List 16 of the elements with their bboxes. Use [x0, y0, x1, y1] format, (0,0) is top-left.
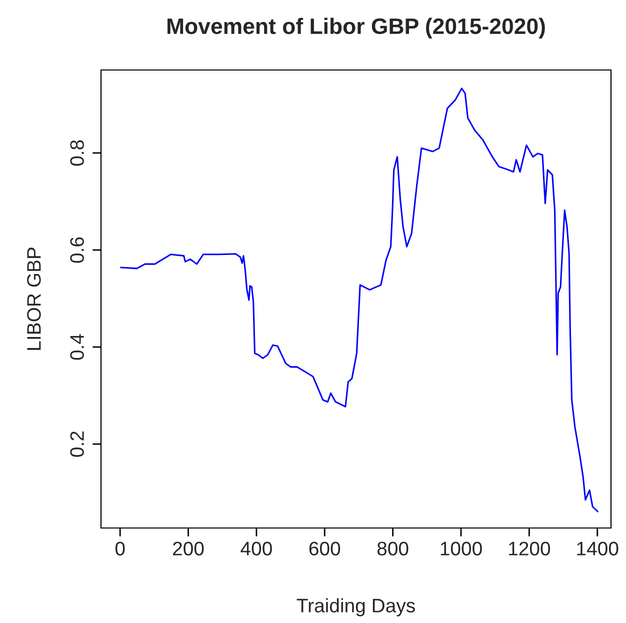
x-tick-label: 0 [115, 542, 125, 556]
y-tick-label: 0.4 [70, 334, 84, 360]
x-tick-label: 200 [173, 542, 204, 556]
x-tick-label: 1400 [577, 542, 618, 556]
y-tick-label: 0.6 [70, 237, 84, 263]
y-tick-label: 0.2 [70, 432, 84, 457]
y-axis-title: LIBOR GBP [27, 248, 41, 350]
x-tick-label: 800 [377, 542, 408, 556]
x-tick-label: 400 [240, 542, 272, 556]
chart-title: Movement of Libor GBP (2015-2020) [168, 18, 545, 38]
x-axis-title: Traiding Days [296, 598, 415, 616]
x-tick-label: 600 [309, 542, 340, 556]
x-tick-label: 1000 [440, 542, 482, 556]
x-tick-label: 1200 [509, 542, 550, 556]
y-tick-label: 0.8 [70, 140, 84, 166]
line-series [120, 88, 598, 512]
